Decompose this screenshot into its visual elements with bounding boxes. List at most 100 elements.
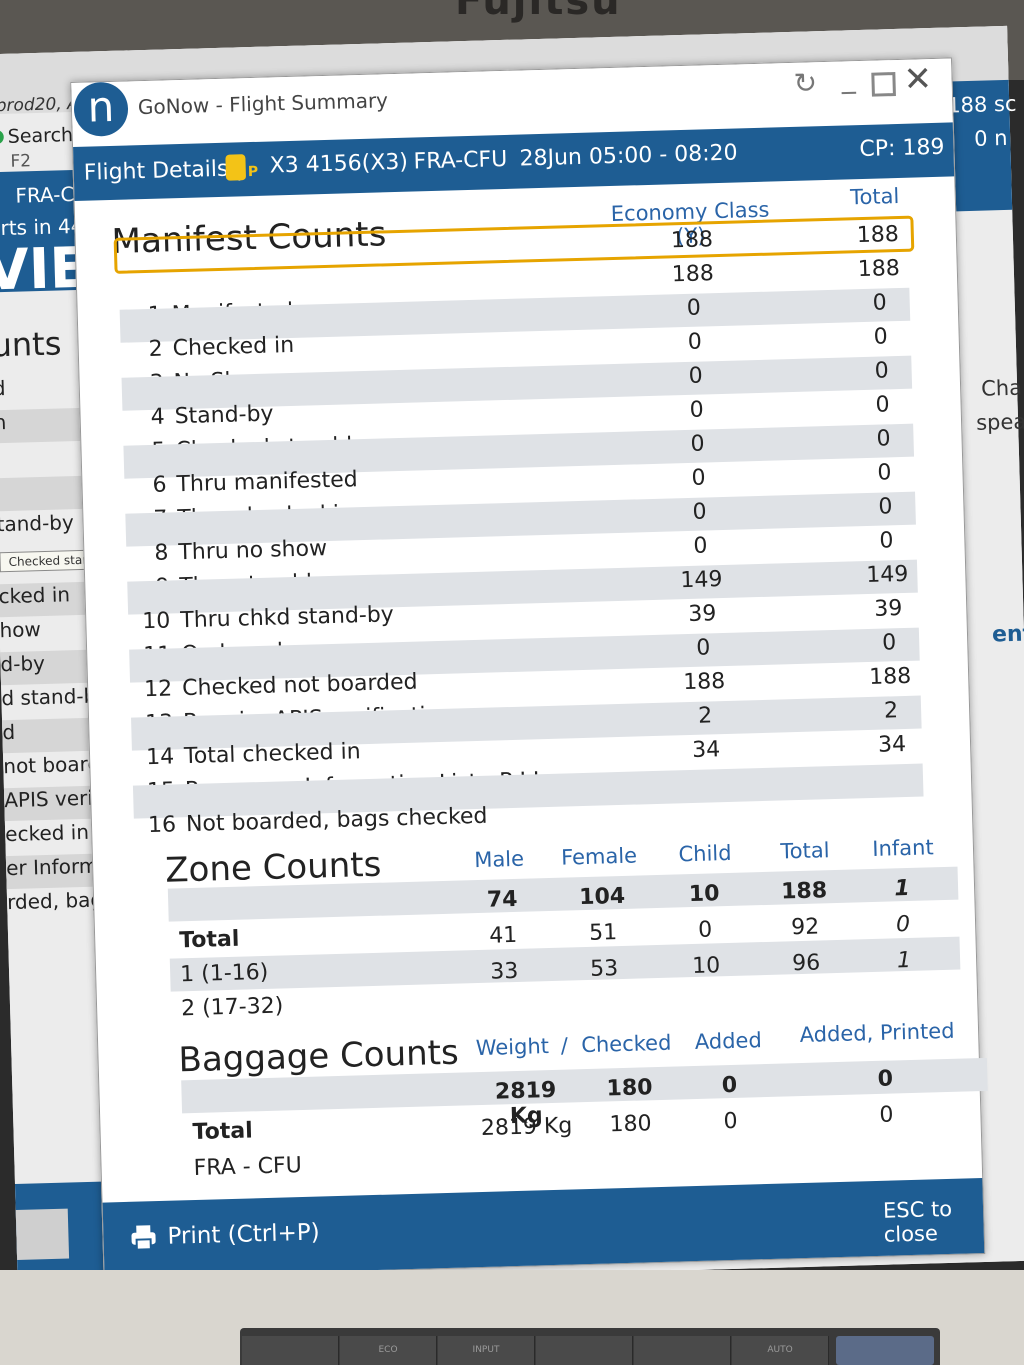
zone-row-label: Total [178,926,240,954]
zone-cell: 104 [578,883,626,911]
manifest-row-text: Total checked in [183,739,361,770]
baggage-checked: 180 [606,1075,653,1102]
manifest-economy-cell: 188 [671,261,715,288]
print-label: Print (Ctrl+P) [167,1219,321,1250]
manifest-total-cell: 188 [868,663,912,690]
added-printed-column-header: Added, Printed [799,1018,955,1048]
infant-column-header: Infant [871,835,934,861]
baggage-added: 0 [723,1108,738,1135]
baggage-added: 0 [721,1072,738,1099]
manifest-economy-cell: 0 [690,431,705,457]
background-right-text: ent [991,621,1024,648]
manifest-row-index: 6 [152,472,167,498]
manifest-economy-cell: 0 [692,499,707,525]
manifest-total-cell: 188 [857,255,901,283]
monitor-button[interactable]: ECO [340,1336,437,1365]
monitor-brand: Fujitsu [455,0,622,24]
zone-cell: 188 [780,878,828,905]
weight-column-header: Weight [475,1034,550,1061]
checked-column-header: Checked [580,1030,672,1058]
zone-row-shade [169,936,961,992]
zone-row-label: 1 (1-16) [179,959,269,988]
manifest-row-label: 14 Total checked in [140,739,361,770]
manifest-row-index: 8 [154,540,169,566]
baggage-printed: 0 [877,1066,894,1092]
manifest-row-index: 10 [141,608,171,635]
dialog-footer: Print (Ctrl+P) ESC to close [102,1178,985,1278]
background-route: FRA-C [15,181,75,208]
header-economy-value: 188 [670,227,714,254]
manifest-row-index: 16 [147,812,177,839]
baggage-row-label: FRA - CFU [193,1153,303,1182]
zone-cell: 1 [896,947,912,974]
zone-cell: 41 [488,922,518,949]
child-column-header: Child [678,840,732,867]
minimize-icon[interactable]: _ [840,61,856,95]
monitor-button[interactable]: INPUT [438,1336,535,1365]
manifest-row-text: Thru no show [178,536,328,566]
background-search[interactable]: Search [0,124,73,148]
maximize-icon[interactable] [871,72,896,97]
manifest-economy-cell: 2 [697,703,713,729]
manifest-row-index: 2 [148,336,164,362]
zone-cell: 0 [697,917,713,943]
zone-row-label: 2 (17-32) [180,993,284,1022]
zone-cell: 10 [691,953,721,980]
cp-count: CP: 189 [859,134,945,163]
power-button[interactable] [836,1336,934,1365]
airline-icon [225,154,247,181]
header-total-value: 188 [856,221,900,249]
background-right-text: 0 n [973,125,1008,151]
baggage-row-label: Total [192,1118,254,1146]
manifest-economy-cell: 0 [691,465,706,491]
manifest-row-text: Thru manifested [176,467,359,498]
monitor-button[interactable] [634,1336,731,1365]
background-left-button[interactable] [15,1208,70,1261]
print-button[interactable]: Print (Ctrl+P) [129,1213,320,1258]
manifest-row-text: Thru chkd stand-by [179,602,395,634]
background-right-text: Cha [980,375,1023,401]
zone-cell: 0 [895,911,911,938]
manifest-economy-cell: 0 [686,295,702,321]
zone-cell: 1 [894,875,911,902]
female-column-header: Female [560,843,638,870]
manifest-row-index: 12 [143,676,173,703]
baggage-weight: 2819 Kg [480,1113,573,1141]
flight-route: FRA-CFU [413,146,508,175]
zone-cell: 96 [791,950,821,977]
manifest-row-index: 4 [150,404,165,430]
manifest-total-cell: 0 [881,630,897,656]
added-column-header: Added [694,1028,763,1054]
manifest-total-cell: 0 [873,324,889,350]
manifest-total-cell: 149 [865,561,909,589]
manifest-total-cell: 0 [874,358,889,384]
flight-time: 28Jun 05:00 - 08:20 [519,140,738,172]
manifest-economy-cell: 0 [693,533,708,559]
monitor-button[interactable]: AUTO [732,1336,829,1365]
background-shortcut: F2 [10,151,32,172]
manifest-economy-cell: 34 [691,737,721,763]
zone-cell: 74 [486,886,518,913]
manifest-row-text: Checked not boarded [181,669,418,702]
flight-details-label: Flight Details | [83,156,244,186]
manifest-row-text: Checked in [172,332,295,362]
manifest-total-cell: 0 [879,528,894,554]
manifest-economy-cell: 39 [688,601,717,628]
manifest-economy-cell: 0 [688,363,704,389]
refresh-icon[interactable]: ↻ [793,66,818,100]
zone-cell: 92 [790,914,820,941]
monitor-button[interactable] [242,1336,339,1365]
manifest-economy-cell: 0 [689,397,705,423]
zone-total-column-header: Total [780,838,830,864]
close-icon[interactable]: ✕ [902,59,933,100]
esc-hint: ESC to close [882,1196,953,1247]
manifest-economy-cell: 188 [682,669,726,696]
window-title: GoNow - Flight Summary [137,88,389,120]
monitor-button[interactable] [536,1336,633,1365]
manifest-row-label: 8 Thru no show [134,536,327,566]
background-search-label: Search [7,124,74,148]
zone-cell: 10 [688,881,720,908]
column-separator: / [560,1033,569,1058]
background-right-text: spea [975,409,1024,435]
manifest-total-cell: 39 [873,596,903,622]
